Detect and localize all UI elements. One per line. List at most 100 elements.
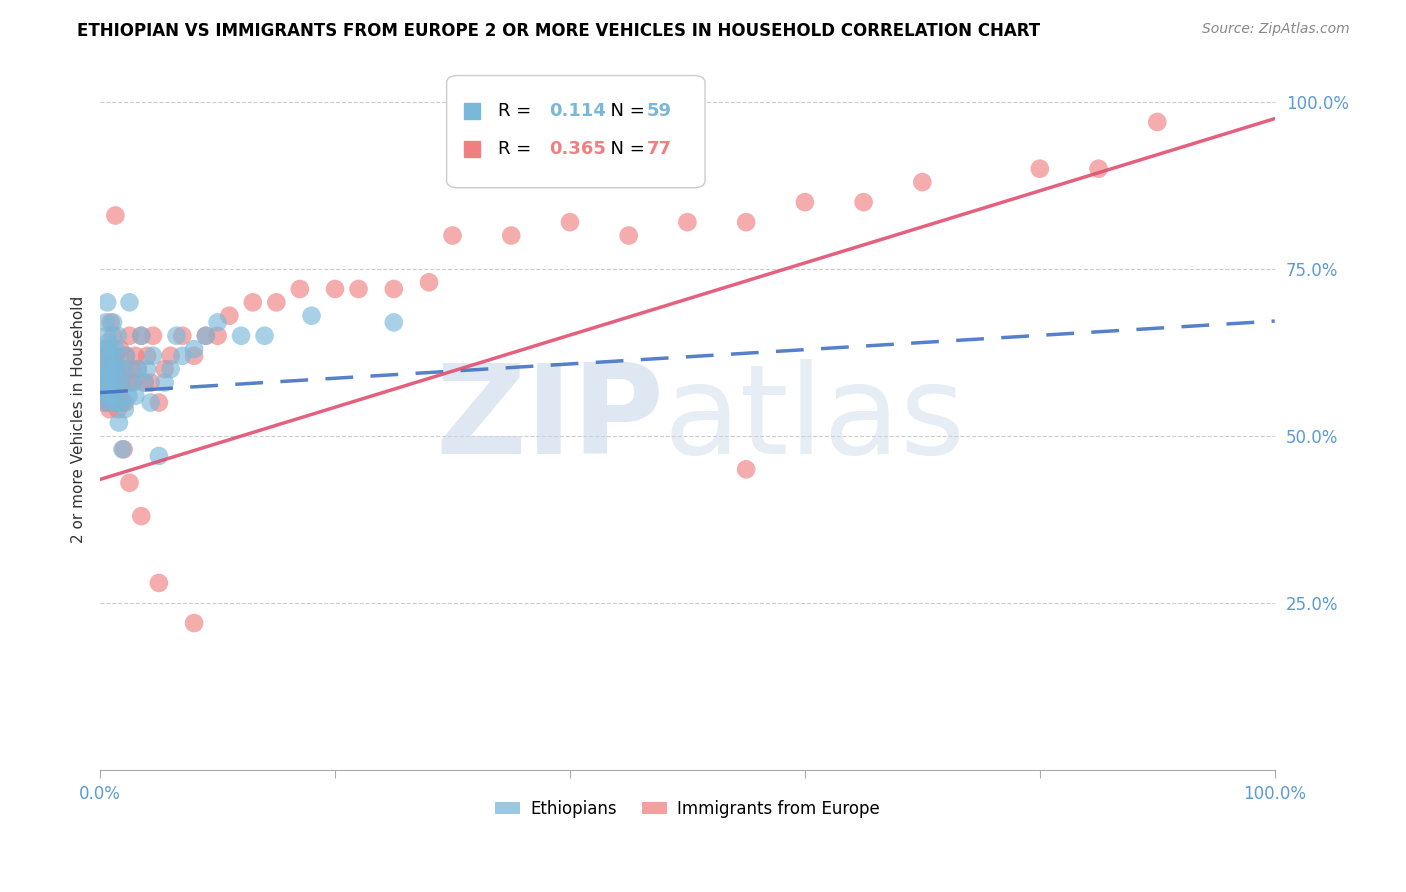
Point: [194, 328, 217, 343]
Point: [127, 362, 149, 376]
Point: [114, 395, 136, 409]
Point: [91, 376, 114, 390]
Point: [91, 389, 114, 403]
Point: [97, 349, 120, 363]
Point: [101, 376, 124, 390]
Point: [94, 315, 117, 329]
Point: [101, 362, 124, 376]
Point: [107, 328, 129, 343]
Point: [207, 315, 229, 329]
Point: [101, 315, 124, 329]
Text: 0.114: 0.114: [548, 102, 606, 120]
Point: [323, 282, 346, 296]
Point: [100, 362, 122, 376]
Point: [134, 376, 156, 390]
Point: [112, 362, 135, 376]
Point: [112, 442, 135, 457]
Point: [136, 349, 159, 363]
Text: N =: N =: [599, 140, 651, 158]
Legend: Ethiopians, Immigrants from Europe: Ethiopians, Immigrants from Europe: [488, 794, 886, 825]
Point: [101, 376, 124, 390]
Point: [288, 282, 311, 296]
Point: [118, 475, 141, 490]
Point: [134, 376, 156, 390]
Point: [129, 328, 152, 343]
Point: [108, 416, 131, 430]
Point: [97, 362, 120, 376]
Text: Source: ZipAtlas.com: Source: ZipAtlas.com: [1202, 22, 1350, 37]
Point: [98, 402, 121, 417]
Point: [104, 209, 127, 223]
Point: [94, 395, 117, 409]
Point: [93, 362, 115, 376]
Point: [793, 195, 815, 210]
Point: [382, 282, 405, 296]
Point: [229, 328, 252, 343]
Point: [97, 376, 120, 390]
Point: [183, 342, 205, 356]
Point: [117, 376, 139, 390]
Point: [207, 328, 229, 343]
Point: [266, 295, 288, 310]
Point: [94, 349, 117, 363]
Point: [124, 389, 146, 403]
Point: [129, 328, 152, 343]
Point: [105, 395, 128, 409]
Point: [101, 349, 124, 363]
Point: [93, 389, 115, 403]
Point: [104, 342, 127, 356]
Point: [139, 376, 162, 390]
Point: [382, 315, 405, 329]
Point: [94, 349, 117, 363]
Point: [94, 342, 117, 356]
Point: [242, 295, 264, 310]
Point: [107, 362, 129, 376]
Point: [112, 362, 135, 376]
Point: [96, 328, 118, 343]
Point: [98, 389, 121, 403]
Point: [108, 389, 131, 403]
Text: R =: R =: [498, 102, 537, 120]
Point: [93, 376, 115, 390]
Point: [118, 295, 141, 310]
Point: [108, 376, 131, 390]
Point: [94, 376, 117, 390]
Point: [172, 349, 194, 363]
Point: [96, 389, 118, 403]
Point: [735, 462, 758, 476]
Point: [103, 362, 125, 376]
Point: [111, 442, 134, 457]
Text: 77: 77: [647, 140, 671, 158]
Point: [108, 342, 131, 356]
Point: [93, 362, 115, 376]
Y-axis label: 2 or more Vehicles in Household: 2 or more Vehicles in Household: [72, 295, 86, 543]
Point: [121, 362, 143, 376]
Text: ZIP: ZIP: [436, 359, 664, 480]
Point: [676, 215, 699, 229]
Point: [148, 449, 170, 463]
Point: [153, 376, 176, 390]
Point: [166, 328, 188, 343]
Point: [129, 509, 152, 524]
Point: [617, 228, 640, 243]
Point: [911, 175, 934, 189]
Point: [194, 328, 217, 343]
Text: R =: R =: [498, 140, 537, 158]
Point: [97, 395, 120, 409]
Point: [852, 195, 875, 210]
Point: [110, 376, 132, 390]
Point: [94, 395, 117, 409]
Point: [96, 362, 118, 376]
Point: [139, 395, 162, 409]
Point: [114, 402, 136, 417]
Point: [94, 342, 117, 356]
Point: [1029, 161, 1052, 176]
Point: [101, 349, 124, 363]
Text: atlas: atlas: [664, 359, 966, 480]
Point: [115, 349, 138, 363]
Point: [441, 228, 464, 243]
Point: [100, 342, 122, 356]
Point: [301, 309, 323, 323]
Point: [107, 402, 129, 417]
Text: 59: 59: [647, 102, 671, 120]
